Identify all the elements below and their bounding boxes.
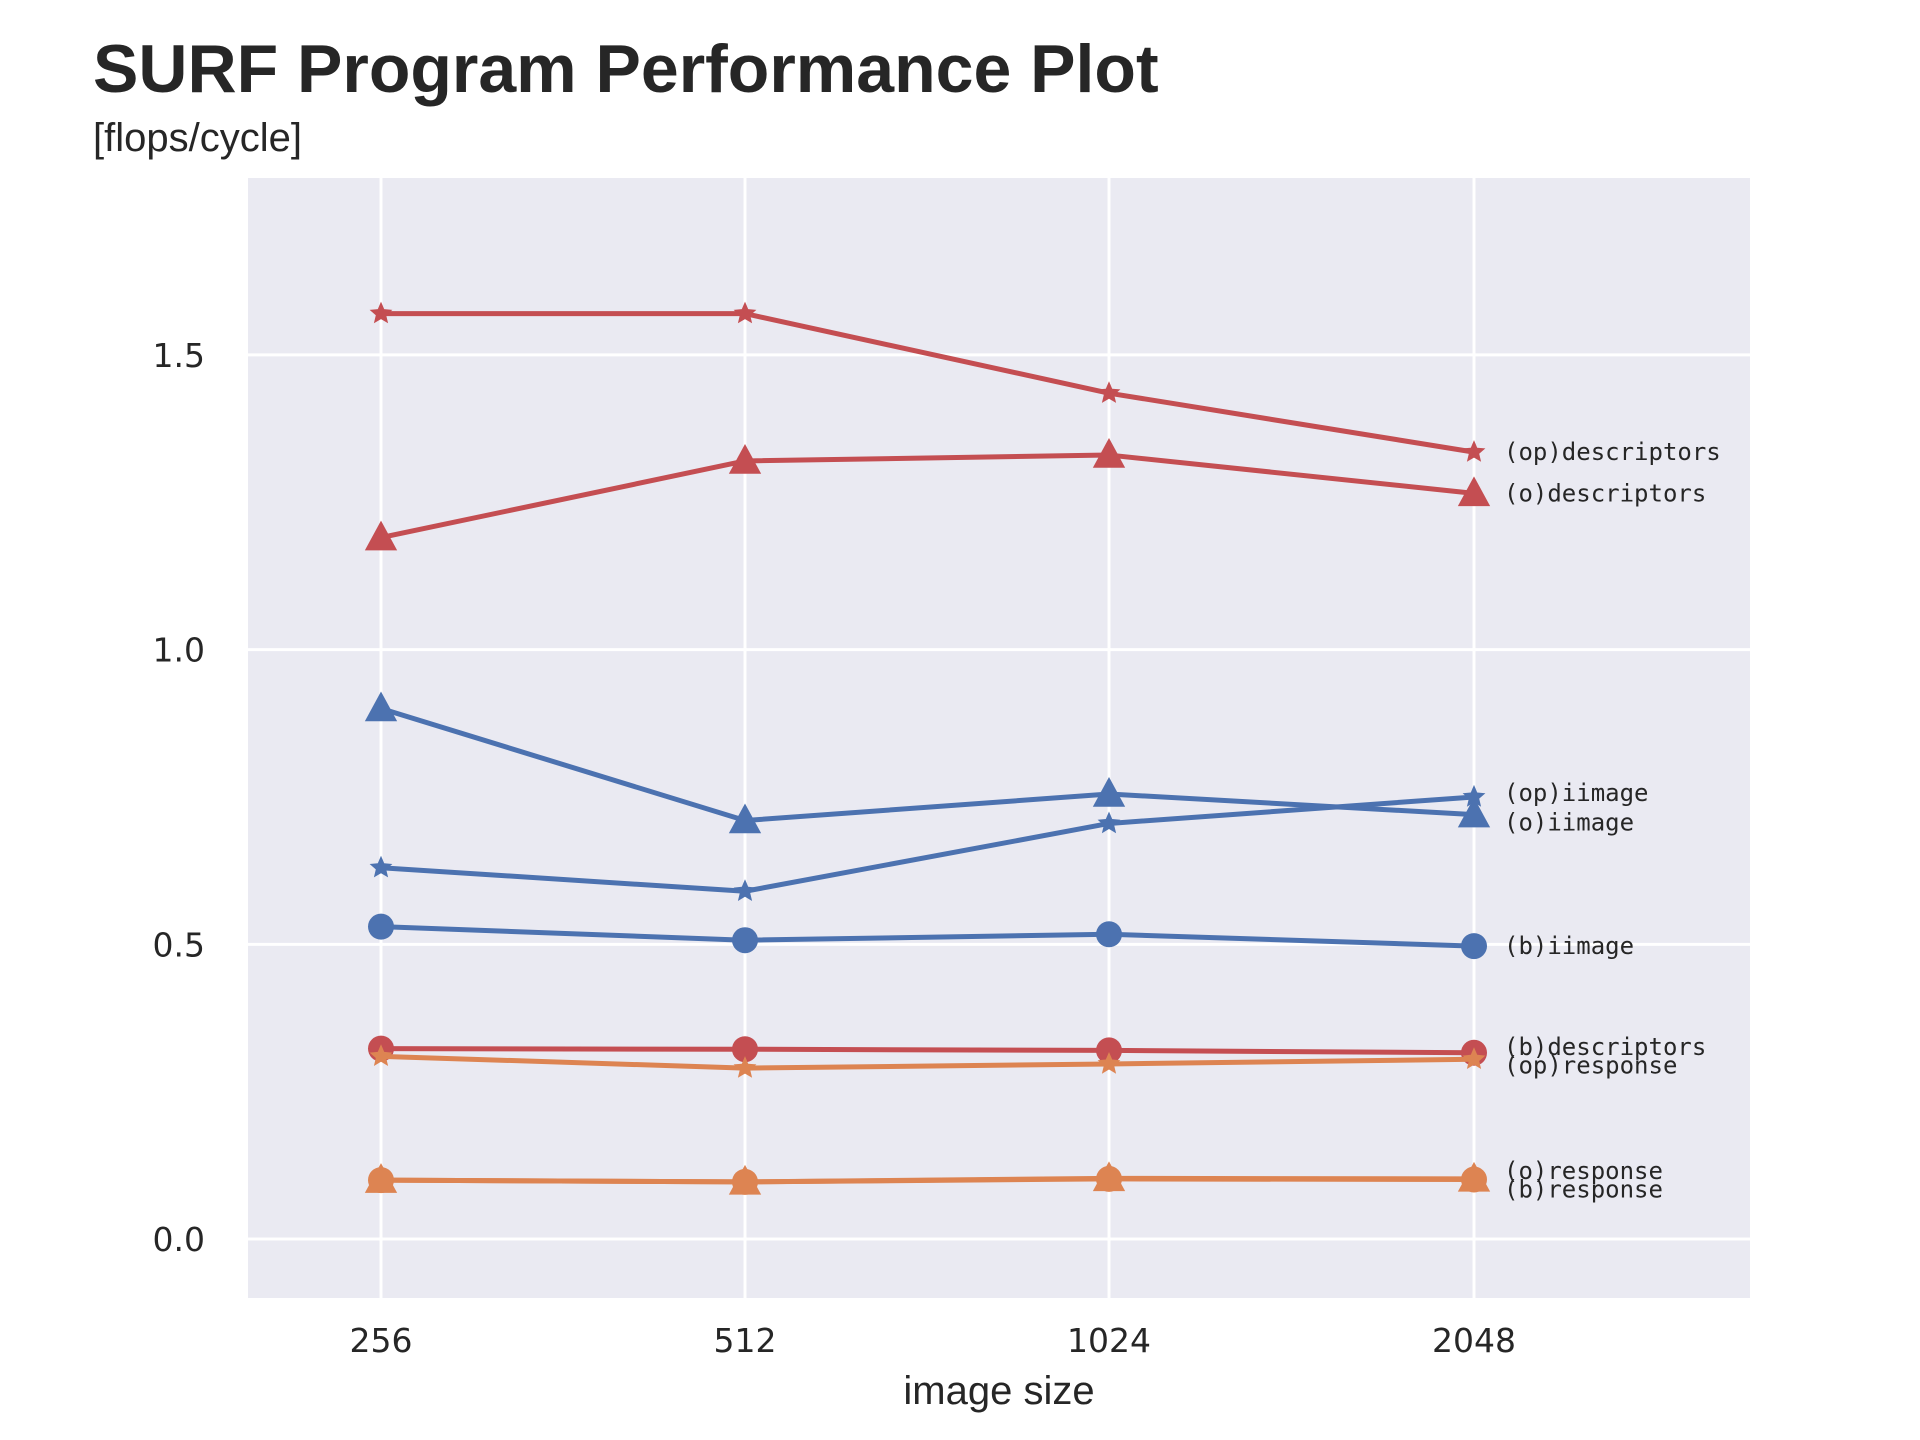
data-point bbox=[732, 1036, 758, 1063]
y-tick-label: 1.0 bbox=[153, 631, 205, 670]
data-point bbox=[368, 913, 394, 940]
data-point bbox=[369, 1044, 393, 1066]
data-point bbox=[1461, 933, 1487, 960]
data-point bbox=[369, 855, 393, 878]
data-point bbox=[1462, 784, 1486, 807]
series-line bbox=[378, 924, 1477, 949]
series-line bbox=[378, 452, 1477, 541]
y-tick-label: 0.5 bbox=[153, 925, 205, 964]
series-line bbox=[378, 311, 1477, 455]
series-label: (op)descriptors bbox=[1504, 438, 1721, 466]
x-axis-label: image size bbox=[903, 1369, 1094, 1413]
data-point bbox=[1096, 1037, 1122, 1064]
series-line bbox=[378, 1176, 1477, 1185]
series-label: (op)response bbox=[1504, 1051, 1677, 1079]
series-label: (op)iimage bbox=[1504, 779, 1649, 807]
data-point bbox=[733, 879, 757, 901]
chart-title: SURF Program Performance Plot bbox=[93, 31, 1159, 107]
data-point bbox=[1462, 440, 1486, 462]
data-point bbox=[728, 443, 762, 474]
data-point bbox=[1092, 438, 1126, 468]
data-point bbox=[368, 1167, 394, 1194]
data-point bbox=[1096, 921, 1122, 948]
data-point bbox=[1457, 797, 1491, 828]
data-point bbox=[364, 691, 398, 722]
series-label: (o)response bbox=[1504, 1157, 1663, 1185]
data-point bbox=[364, 520, 398, 551]
data-point bbox=[733, 1056, 757, 1078]
y-tick-label: 0.0 bbox=[153, 1220, 205, 1259]
series-line bbox=[378, 706, 1477, 824]
data-point bbox=[732, 1168, 758, 1195]
x-tick-label: 1024 bbox=[1067, 1321, 1151, 1360]
data-point bbox=[733, 301, 757, 324]
data-point bbox=[1092, 777, 1126, 807]
series-line bbox=[378, 794, 1477, 894]
data-point bbox=[728, 803, 762, 834]
y-tick-label: 1.5 bbox=[153, 336, 205, 375]
x-tick-label: 512 bbox=[714, 1321, 777, 1360]
data-point bbox=[1097, 1052, 1121, 1074]
series-label: (b)response bbox=[1504, 1176, 1663, 1204]
data-point bbox=[1097, 381, 1121, 403]
data-point bbox=[1097, 811, 1121, 834]
x-tick-label: 256 bbox=[350, 1321, 413, 1360]
data-point bbox=[369, 301, 393, 324]
series-line bbox=[378, 1046, 1477, 1056]
data-point bbox=[1096, 1165, 1122, 1192]
plot-background bbox=[248, 178, 1750, 1298]
series-label: (o)iimage bbox=[1504, 809, 1634, 837]
chart-subtitle: [flops/cycle] bbox=[93, 116, 302, 160]
data-point bbox=[1462, 1047, 1486, 1069]
series-label: (b)descriptors bbox=[1504, 1033, 1706, 1061]
series-label: (o)descriptors bbox=[1504, 479, 1706, 507]
series-label: (b)iimage bbox=[1504, 932, 1634, 960]
x-tick-label: 2048 bbox=[1432, 1321, 1516, 1360]
data-point bbox=[1461, 1166, 1487, 1193]
data-point bbox=[1457, 476, 1491, 507]
data-point bbox=[732, 927, 758, 954]
series-line bbox=[378, 1053, 1477, 1071]
